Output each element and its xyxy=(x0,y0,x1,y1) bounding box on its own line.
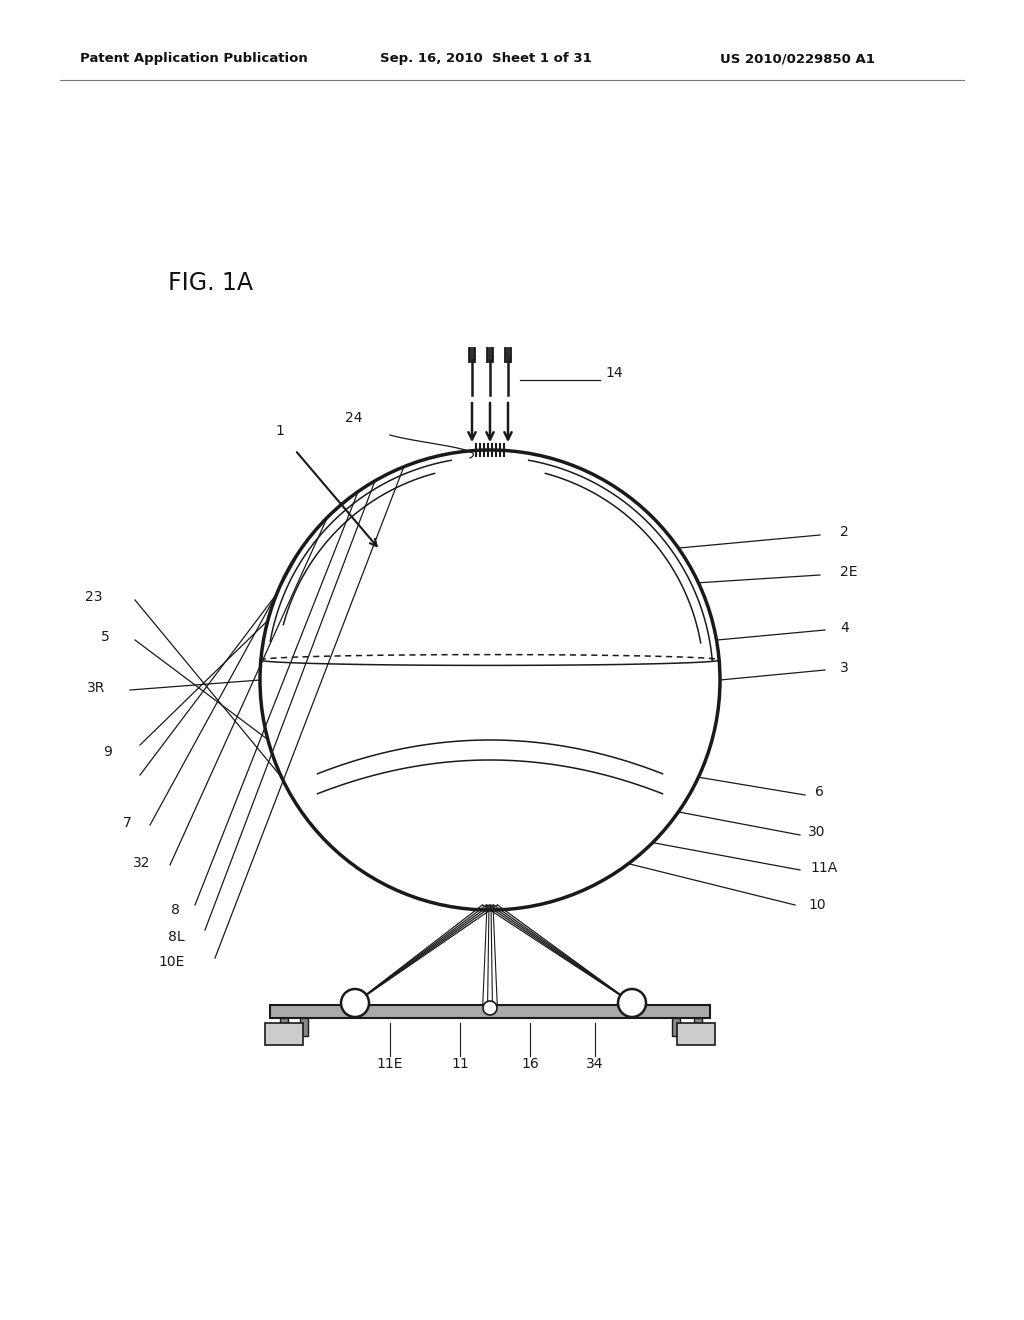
Bar xyxy=(270,1005,710,1018)
Text: FIG. 1A: FIG. 1A xyxy=(168,271,253,294)
Text: 10: 10 xyxy=(808,898,825,912)
Text: 34: 34 xyxy=(587,1057,604,1071)
Text: Patent Application Publication: Patent Application Publication xyxy=(80,51,308,65)
Text: US 2010/0229850 A1: US 2010/0229850 A1 xyxy=(720,51,874,65)
Text: 3: 3 xyxy=(840,661,849,675)
Circle shape xyxy=(483,1001,497,1015)
Text: 8: 8 xyxy=(171,903,180,917)
Text: 6: 6 xyxy=(815,785,824,799)
Bar xyxy=(265,1023,303,1045)
Bar xyxy=(280,1018,288,1036)
Text: Sep. 16, 2010  Sheet 1 of 31: Sep. 16, 2010 Sheet 1 of 31 xyxy=(380,51,592,65)
Text: 11: 11 xyxy=(452,1057,469,1071)
Text: 10E: 10E xyxy=(159,954,185,969)
Text: 11A: 11A xyxy=(810,861,838,875)
Circle shape xyxy=(618,989,646,1016)
Text: 3R: 3R xyxy=(87,681,105,696)
Text: 32: 32 xyxy=(132,855,150,870)
Text: 30: 30 xyxy=(808,825,825,840)
Text: 16: 16 xyxy=(521,1057,539,1071)
Text: 2: 2 xyxy=(840,525,849,539)
Text: 2E: 2E xyxy=(840,565,857,579)
Text: 14: 14 xyxy=(605,366,623,380)
Text: 5: 5 xyxy=(101,630,110,644)
Bar xyxy=(300,1018,308,1036)
Text: 24: 24 xyxy=(345,411,362,425)
Bar xyxy=(672,1018,680,1036)
Text: 7: 7 xyxy=(123,816,132,830)
Text: 11E: 11E xyxy=(377,1057,403,1071)
Bar xyxy=(677,1023,715,1045)
Text: 9: 9 xyxy=(103,744,112,759)
Text: 23: 23 xyxy=(85,590,102,605)
Bar xyxy=(694,1018,702,1036)
Circle shape xyxy=(341,989,369,1016)
Text: 1: 1 xyxy=(275,424,284,438)
Text: 4: 4 xyxy=(840,620,849,635)
Text: 8L: 8L xyxy=(168,931,185,944)
